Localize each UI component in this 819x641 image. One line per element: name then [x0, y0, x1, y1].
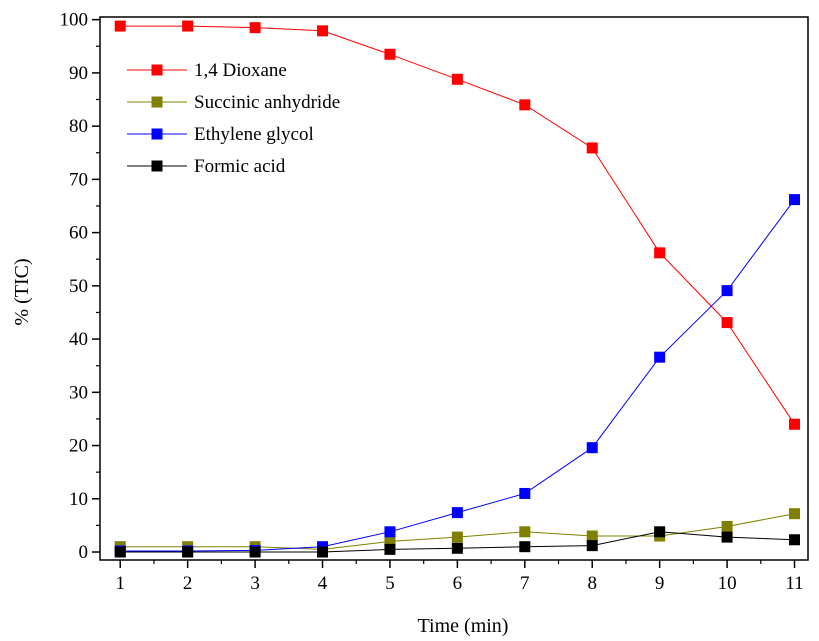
data-point: [721, 317, 733, 329]
x-tick-label: 1: [115, 573, 125, 594]
y-tick-label: 20: [69, 436, 88, 457]
legend-marker: [151, 64, 163, 76]
data-point: [519, 541, 531, 553]
data-point: [451, 542, 463, 554]
legend-marker: [151, 160, 163, 172]
data-point: [384, 543, 396, 555]
legend-label: Formic acid: [194, 156, 286, 177]
legend-item: Succinic anhydride: [127, 92, 340, 113]
data-point: [249, 22, 261, 34]
legend-label: Ethylene glycol: [194, 124, 314, 145]
data-point: [586, 530, 598, 542]
data-point: [384, 535, 396, 547]
y-tick-label: 60: [69, 223, 88, 244]
x-tick-label: 11: [785, 573, 803, 594]
data-point: [721, 520, 733, 532]
x-tick-label: 4: [318, 573, 328, 594]
y-tick-label: 0: [79, 542, 89, 563]
y-tick-label: 50: [69, 276, 88, 297]
data-point: [789, 194, 801, 206]
data-point: [654, 247, 666, 259]
y-tick-label: 70: [69, 169, 88, 190]
legend-label: 1,4 Dioxane: [194, 60, 287, 81]
data-point: [519, 487, 531, 499]
x-tick-label: 2: [183, 573, 193, 594]
legend-marker: [151, 96, 163, 108]
series-layer: [114, 20, 801, 558]
data-point: [182, 546, 194, 558]
data-point: [789, 418, 801, 430]
data-point: [182, 20, 194, 32]
y-axis: 0 10 20 30 40 50 60 70 80 90 100: [60, 10, 100, 563]
y-tick-label: 40: [69, 329, 88, 350]
x-axis: 1 2 3 4 5 6 7 8 9 10 11: [115, 560, 804, 594]
x-tick-label: 9: [655, 573, 665, 594]
data-point: [317, 546, 329, 558]
data-point: [317, 25, 329, 37]
legend-marker: [151, 128, 163, 140]
x-tick-label: 7: [520, 573, 530, 594]
y-tick-label: 30: [69, 382, 88, 403]
y-tick-label: 90: [69, 63, 88, 84]
legend-item: Ethylene glycol: [127, 124, 314, 145]
x-tick-label: 5: [385, 573, 395, 594]
x-tick-label: 3: [250, 573, 260, 594]
data-point: [451, 507, 463, 519]
legend-label: Succinic anhydride: [194, 92, 340, 113]
data-point: [519, 526, 531, 538]
data-point: [586, 442, 598, 454]
data-point: [384, 526, 396, 538]
series-line: [120, 25, 795, 425]
data-point: [451, 531, 463, 543]
data-point: [789, 534, 801, 546]
series-3: [114, 526, 801, 558]
legend-item: Formic acid: [127, 156, 286, 177]
x-tick-label: 6: [453, 573, 463, 594]
plot-area-border: [99, 16, 809, 561]
x-axis-label: Time (min): [418, 615, 509, 637]
series-0: [114, 20, 801, 430]
data-point: [654, 526, 666, 538]
data-point: [519, 99, 531, 111]
data-point: [451, 73, 463, 85]
legend-item: 1,4 Dioxane: [127, 60, 287, 81]
data-point: [789, 508, 801, 520]
plot-frame: [99, 16, 809, 561]
data-point: [384, 48, 396, 60]
x-tick-label: 8: [587, 573, 597, 594]
y-axis-label: % (TIC): [11, 258, 33, 325]
data-point: [654, 351, 666, 363]
y-tick-label: 10: [69, 489, 88, 510]
data-point: [249, 546, 261, 558]
legend: 1,4 Dioxane Succinic anhydride Ethylene gl…: [127, 60, 340, 177]
data-point: [586, 142, 598, 154]
data-point: [721, 285, 733, 297]
data-point: [114, 20, 126, 32]
series-2: [114, 194, 801, 557]
data-point: [586, 540, 598, 552]
y-tick-label: 100: [60, 10, 89, 31]
y-tick-label: 80: [69, 116, 88, 137]
data-point: [721, 531, 733, 543]
data-point: [114, 546, 126, 558]
series-line: [120, 199, 795, 552]
x-tick-label: 10: [718, 573, 737, 594]
